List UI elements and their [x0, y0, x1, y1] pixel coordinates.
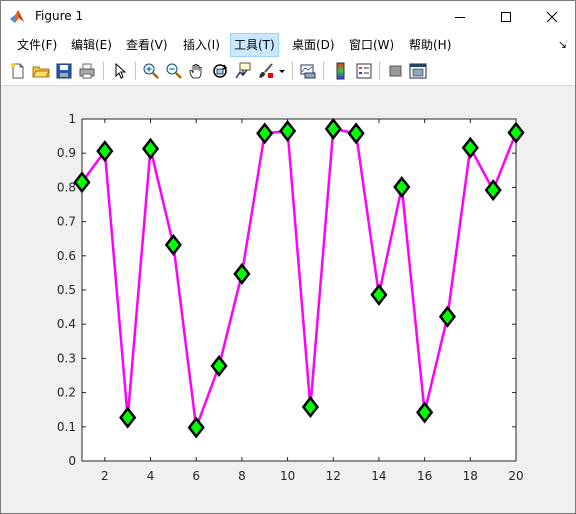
- x-tick-label: 20: [508, 469, 523, 483]
- series-line: [80, 127, 518, 429]
- y-tick-label: 0.3: [57, 351, 76, 365]
- x-tick-label: 4: [147, 469, 155, 483]
- menu-desktop[interactable]: 桌面(D): [292, 38, 335, 52]
- colorbar-icon[interactable]: [332, 62, 350, 80]
- data-point-marker[interactable]: [256, 122, 274, 145]
- y-tick-label: 0.8: [57, 180, 76, 194]
- legend-icon[interactable]: [355, 62, 373, 80]
- maximize-button[interactable]: [483, 1, 529, 32]
- menu-bar: 文件(F) 编辑(E) 查看(V) 插入(I) 工具(T) 桌面(D) 窗口(W…: [1, 32, 575, 57]
- data-point-marker[interactable]: [73, 171, 91, 194]
- data-point-marker[interactable]: [507, 121, 525, 144]
- menu-overflow-icon[interactable]: ↘: [557, 38, 567, 51]
- print-icon[interactable]: [78, 62, 96, 80]
- x-tick-label: 2: [101, 469, 109, 483]
- menu-edit[interactable]: 编辑(E): [71, 38, 112, 52]
- zoom-out-icon[interactable]: [165, 62, 183, 80]
- brush-dropdown-icon[interactable]: [277, 62, 287, 80]
- data-point-marker[interactable]: [393, 176, 411, 199]
- window-title: Figure 1: [35, 9, 84, 23]
- y-tick-label: 0.1: [57, 420, 76, 434]
- menu-insert[interactable]: 插入(I): [183, 38, 220, 52]
- brush-icon[interactable]: [257, 62, 275, 80]
- y-tick-label: 0.4: [57, 317, 76, 331]
- toolbar-separator: [103, 62, 104, 80]
- y-tick-label: 1: [68, 112, 76, 126]
- rotate-3d-icon[interactable]: [211, 62, 229, 80]
- show-plot-tools-icon[interactable]: [409, 62, 427, 80]
- x-tick-label: 10: [280, 469, 295, 483]
- x-tick-label: 6: [192, 469, 200, 483]
- data-point-marker[interactable]: [301, 395, 320, 419]
- close-icon: [546, 11, 558, 22]
- y-tick-label: 0: [68, 454, 76, 468]
- data-point-marker[interactable]: [233, 262, 251, 285]
- data-point-marker[interactable]: [141, 137, 160, 160]
- data-point-marker[interactable]: [164, 233, 182, 256]
- toolbar-separator: [323, 62, 324, 80]
- figure-canvas: 0 0.1 0.2 0.3 0.4 0.5 0.6 0.7 0.8 0.9 1 2 4 6 8 10 12 14 1…: [1, 86, 575, 513]
- y-tick-label: 0.9: [57, 146, 76, 160]
- data-point-marker[interactable]: [324, 117, 342, 140]
- figure-toolbar: [1, 57, 575, 86]
- save-icon[interactable]: [55, 62, 73, 80]
- pan-hand-icon[interactable]: [188, 62, 206, 80]
- data-point-marker[interactable]: [119, 406, 137, 429]
- new-figure-icon[interactable]: [9, 62, 27, 80]
- y-tick-label: 0.5: [57, 283, 76, 297]
- toolbar-separator: [379, 62, 380, 80]
- data-point-marker[interactable]: [370, 283, 388, 306]
- x-tick-label: 8: [238, 469, 246, 483]
- menu-tools[interactable]: 工具(T): [230, 33, 279, 57]
- x-tick-label: 12: [326, 469, 341, 483]
- data-point-marker[interactable]: [210, 354, 228, 377]
- pointer-icon[interactable]: [111, 62, 129, 80]
- toolbar-separator: [135, 62, 136, 80]
- hide-plot-tools-icon[interactable]: [387, 62, 405, 80]
- minimize-button[interactable]: [437, 1, 483, 32]
- x-tick-label: 16: [417, 469, 432, 483]
- maximize-icon: [501, 11, 511, 22]
- close-button[interactable]: [529, 1, 575, 32]
- y-tick-label: 0.2: [57, 386, 76, 400]
- menu-help[interactable]: 帮助(H): [409, 38, 452, 52]
- data-point-marker[interactable]: [187, 416, 205, 439]
- open-file-icon[interactable]: [32, 62, 50, 80]
- menu-view[interactable]: 查看(V): [126, 38, 168, 52]
- data-point-marker[interactable]: [438, 305, 457, 328]
- data-point-marker[interactable]: [461, 136, 479, 159]
- toolbar-separator: [292, 62, 293, 80]
- data-point-marker[interactable]: [96, 140, 114, 163]
- y-tick-label: 0.7: [57, 215, 76, 229]
- link-plot-icon[interactable]: [299, 62, 317, 80]
- matlab-logo-icon: [10, 10, 24, 23]
- title-bar[interactable]: Figure 1: [1, 1, 575, 32]
- data-point-marker[interactable]: [278, 119, 297, 143]
- data-point-marker[interactable]: [484, 179, 502, 202]
- menu-window[interactable]: 窗口(W): [349, 38, 395, 52]
- menu-file[interactable]: 文件(F): [17, 38, 58, 52]
- data-point-marker[interactable]: [347, 122, 365, 145]
- line-chart: 00.10.20.30.40.50.60.70.80.912 4 6 8 10 12 14 1…: [57, 112, 525, 483]
- minimize-icon: [455, 16, 465, 18]
- data-point-marker[interactable]: [416, 401, 434, 424]
- x-tick-label: 14: [371, 469, 386, 483]
- plot-axes-box[interactable]: [81, 118, 517, 462]
- data-cursor-icon[interactable]: [234, 62, 252, 80]
- y-tick-label: 0.6: [57, 249, 76, 263]
- x-tick-label: 18: [463, 469, 478, 483]
- zoom-in-icon[interactable]: [142, 62, 160, 80]
